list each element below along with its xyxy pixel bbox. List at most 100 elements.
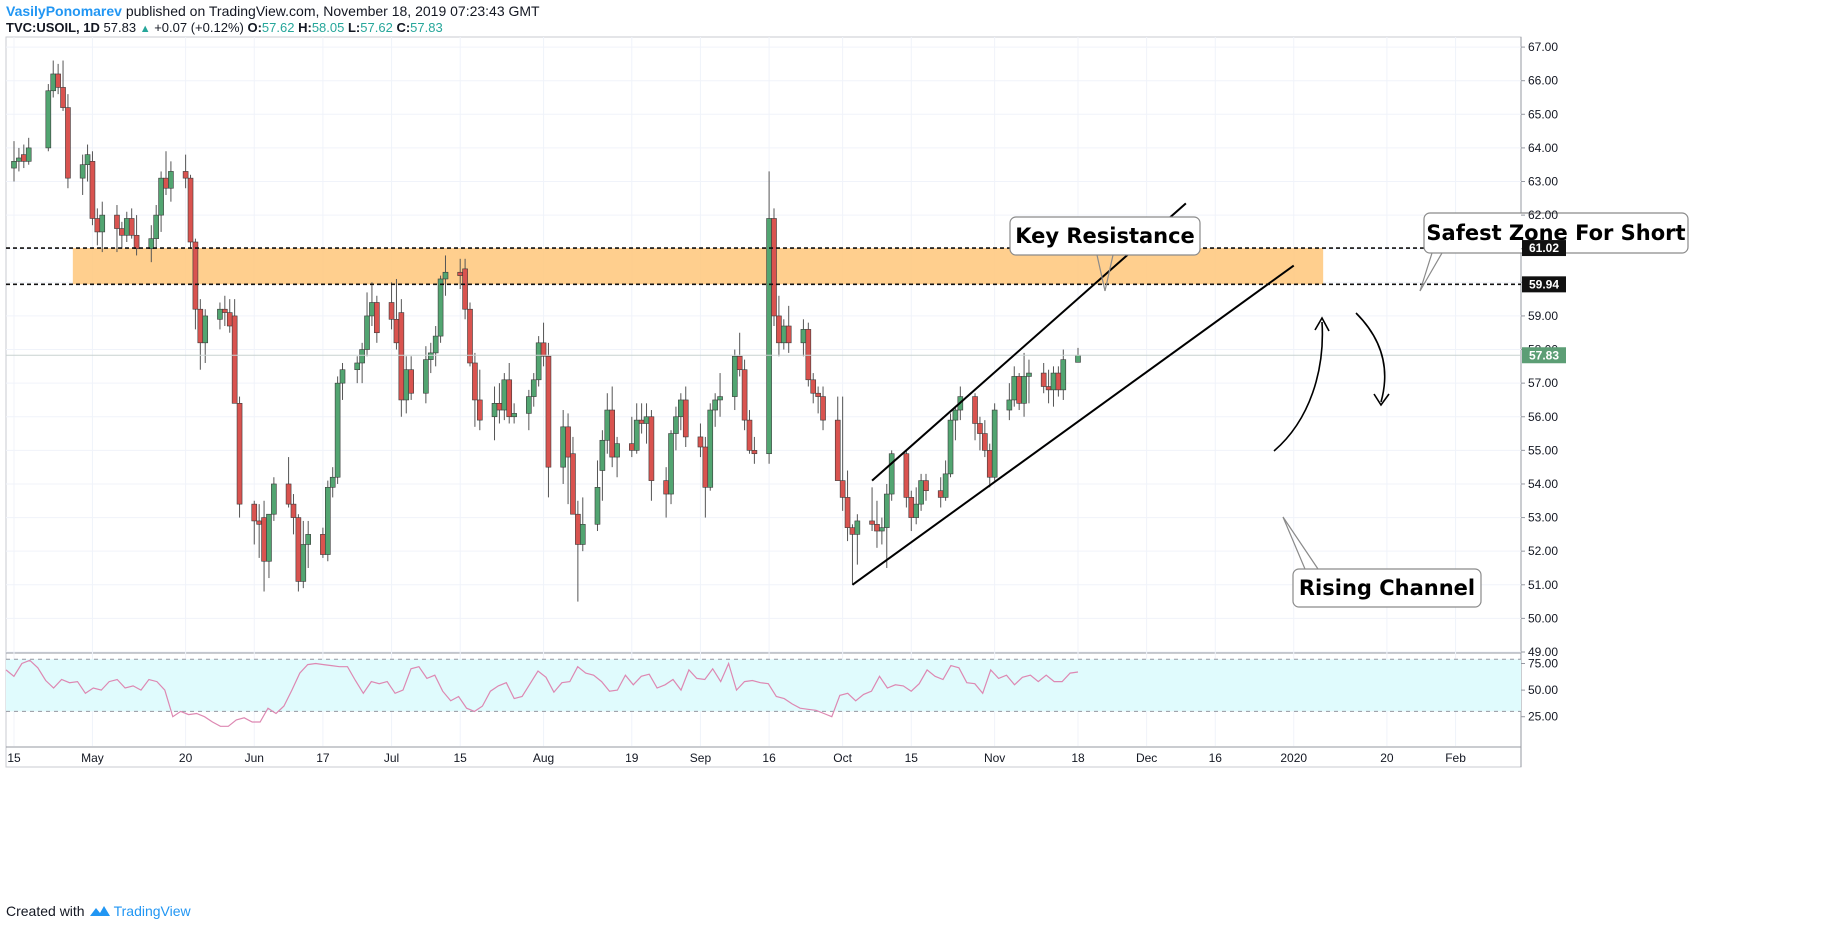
candle-body [1055, 372, 1062, 391]
bullish-candle [329, 467, 336, 498]
candle-body [937, 490, 944, 498]
bearish-candle [55, 63, 61, 95]
candle-body [785, 325, 792, 344]
bullish-candle [45, 84, 52, 152]
bullish-candle [918, 473, 924, 511]
callout-pointer [1282, 516, 1319, 570]
candle-body [128, 218, 135, 236]
bearish-candle [697, 423, 704, 458]
price-tick-label: 66.00 [1528, 74, 1558, 88]
low-value: 57.62 [360, 20, 393, 35]
author-link[interactable]: VasilyPonomarev [6, 3, 122, 19]
bearish-candle [986, 443, 993, 488]
bearish-candle [903, 450, 910, 508]
symbol-label: TVC:USOIL, 1D [6, 20, 100, 35]
candle-body [163, 177, 169, 189]
candle-body [442, 271, 449, 280]
rsi-tick-label: 50.00 [1528, 683, 1558, 697]
high-value: 58.05 [311, 20, 345, 35]
bearish-candle [251, 500, 258, 545]
price-tick-label: 64.00 [1528, 141, 1558, 155]
candle-body [359, 349, 365, 364]
chart-header-line2: TVC:USOIL, 1D 57.83 ▲ +0.07 (+0.12%) O:5… [6, 20, 443, 35]
candle-body [271, 483, 277, 515]
bullish-candle [305, 520, 311, 568]
price-tick-label: 56.00 [1528, 410, 1558, 424]
tradingview-logo[interactable]: TradingView [89, 903, 191, 919]
rsi-tick-label: 25.00 [1528, 710, 1558, 724]
price-change: +0.07 (+0.12%) [154, 20, 244, 35]
price-tick-label: 65.00 [1528, 107, 1558, 121]
candle-body [888, 453, 895, 495]
price-tick-label: 67.00 [1528, 40, 1558, 54]
bearish-candle [844, 470, 851, 542]
candle-body [805, 329, 812, 381]
price-tag-label: 61.02 [1529, 241, 1559, 255]
bullish-candle [668, 430, 674, 505]
candle-body [874, 523, 880, 532]
candle-body [903, 453, 910, 498]
candle-body [579, 523, 586, 545]
bullish-candle [731, 349, 738, 411]
candle-body [305, 534, 311, 545]
candle-body [60, 87, 66, 108]
bullish-candle [707, 403, 714, 491]
key-resistance-callout: Key Resistance [1009, 216, 1201, 292]
bearish-candle [815, 386, 821, 414]
bullish-candle [614, 436, 620, 478]
bullish-candle [526, 389, 532, 431]
bullish-candle [717, 373, 723, 417]
bullish-candle [427, 342, 434, 374]
candle-body [491, 403, 498, 418]
price-tag [1522, 240, 1566, 257]
bearish-candle [702, 436, 709, 518]
bearish-candle [226, 299, 233, 333]
bullish-candle [437, 275, 444, 343]
candle-body [918, 480, 924, 505]
bearish-candle [849, 524, 856, 585]
candle-body [731, 355, 738, 397]
bearish-candle [290, 494, 297, 535]
bearish-candle [477, 369, 483, 431]
candle-body [629, 443, 635, 451]
bullish-candle [158, 171, 164, 232]
bearish-candle [393, 278, 400, 350]
bearish-candle [388, 282, 395, 330]
price-tick-label: 53.00 [1528, 511, 1558, 525]
time-tick-label: 16 [1209, 751, 1223, 765]
candle-body [408, 369, 414, 394]
bearish-candle [65, 94, 71, 189]
candle-body [236, 403, 243, 505]
candle-body [398, 312, 405, 401]
candle-body [702, 446, 709, 488]
candle-body [94, 218, 101, 233]
time-tick-label: Sep [690, 751, 712, 765]
candle-body [991, 409, 998, 478]
candle-body [869, 520, 875, 525]
bullish-candle [952, 406, 959, 441]
tradingview-brand-text: TradingView [113, 903, 191, 919]
candle-body [1011, 376, 1018, 401]
bearish-candle [977, 416, 983, 451]
bullish-candle [16, 147, 22, 172]
low-label: L: [347, 20, 361, 35]
bullish-candle [202, 309, 209, 363]
bearish-candle [834, 396, 841, 481]
candle-body [217, 308, 223, 320]
candle-body [285, 483, 292, 505]
price-chart[interactable]: Key Resistance Safest Zone For ShortRisin… [0, 0, 1828, 900]
candle-body [717, 396, 723, 401]
bearish-candle [982, 420, 988, 458]
close-value: 57.83 [410, 20, 443, 35]
candle-body [295, 517, 302, 582]
candle-body [403, 369, 410, 401]
candle-body [21, 154, 27, 162]
callout-pointer [1282, 516, 1306, 570]
bearish-candle [60, 60, 66, 111]
bullish-candle [1050, 366, 1057, 407]
candle-body [776, 315, 782, 344]
candle-body [854, 520, 861, 535]
bullish-candle [800, 319, 807, 357]
bullish-candle [1060, 349, 1067, 400]
bearish-candle [472, 352, 478, 427]
